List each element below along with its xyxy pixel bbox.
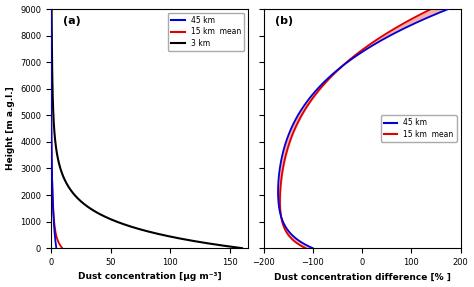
Y-axis label: Height [m a.g.l.]: Height [m a.g.l.] xyxy=(6,87,15,170)
Legend: 45 km, 15 km  mean: 45 km, 15 km mean xyxy=(381,115,457,142)
X-axis label: Dust concentration [μg m⁻³]: Dust concentration [μg m⁻³] xyxy=(78,272,221,282)
Text: (a): (a) xyxy=(63,16,81,26)
Text: (b): (b) xyxy=(275,16,293,26)
Legend: 45 km, 15 km  mean, 3 km: 45 km, 15 km mean, 3 km xyxy=(168,13,244,51)
X-axis label: Dust concentration difference [% ]: Dust concentration difference [% ] xyxy=(273,272,450,282)
